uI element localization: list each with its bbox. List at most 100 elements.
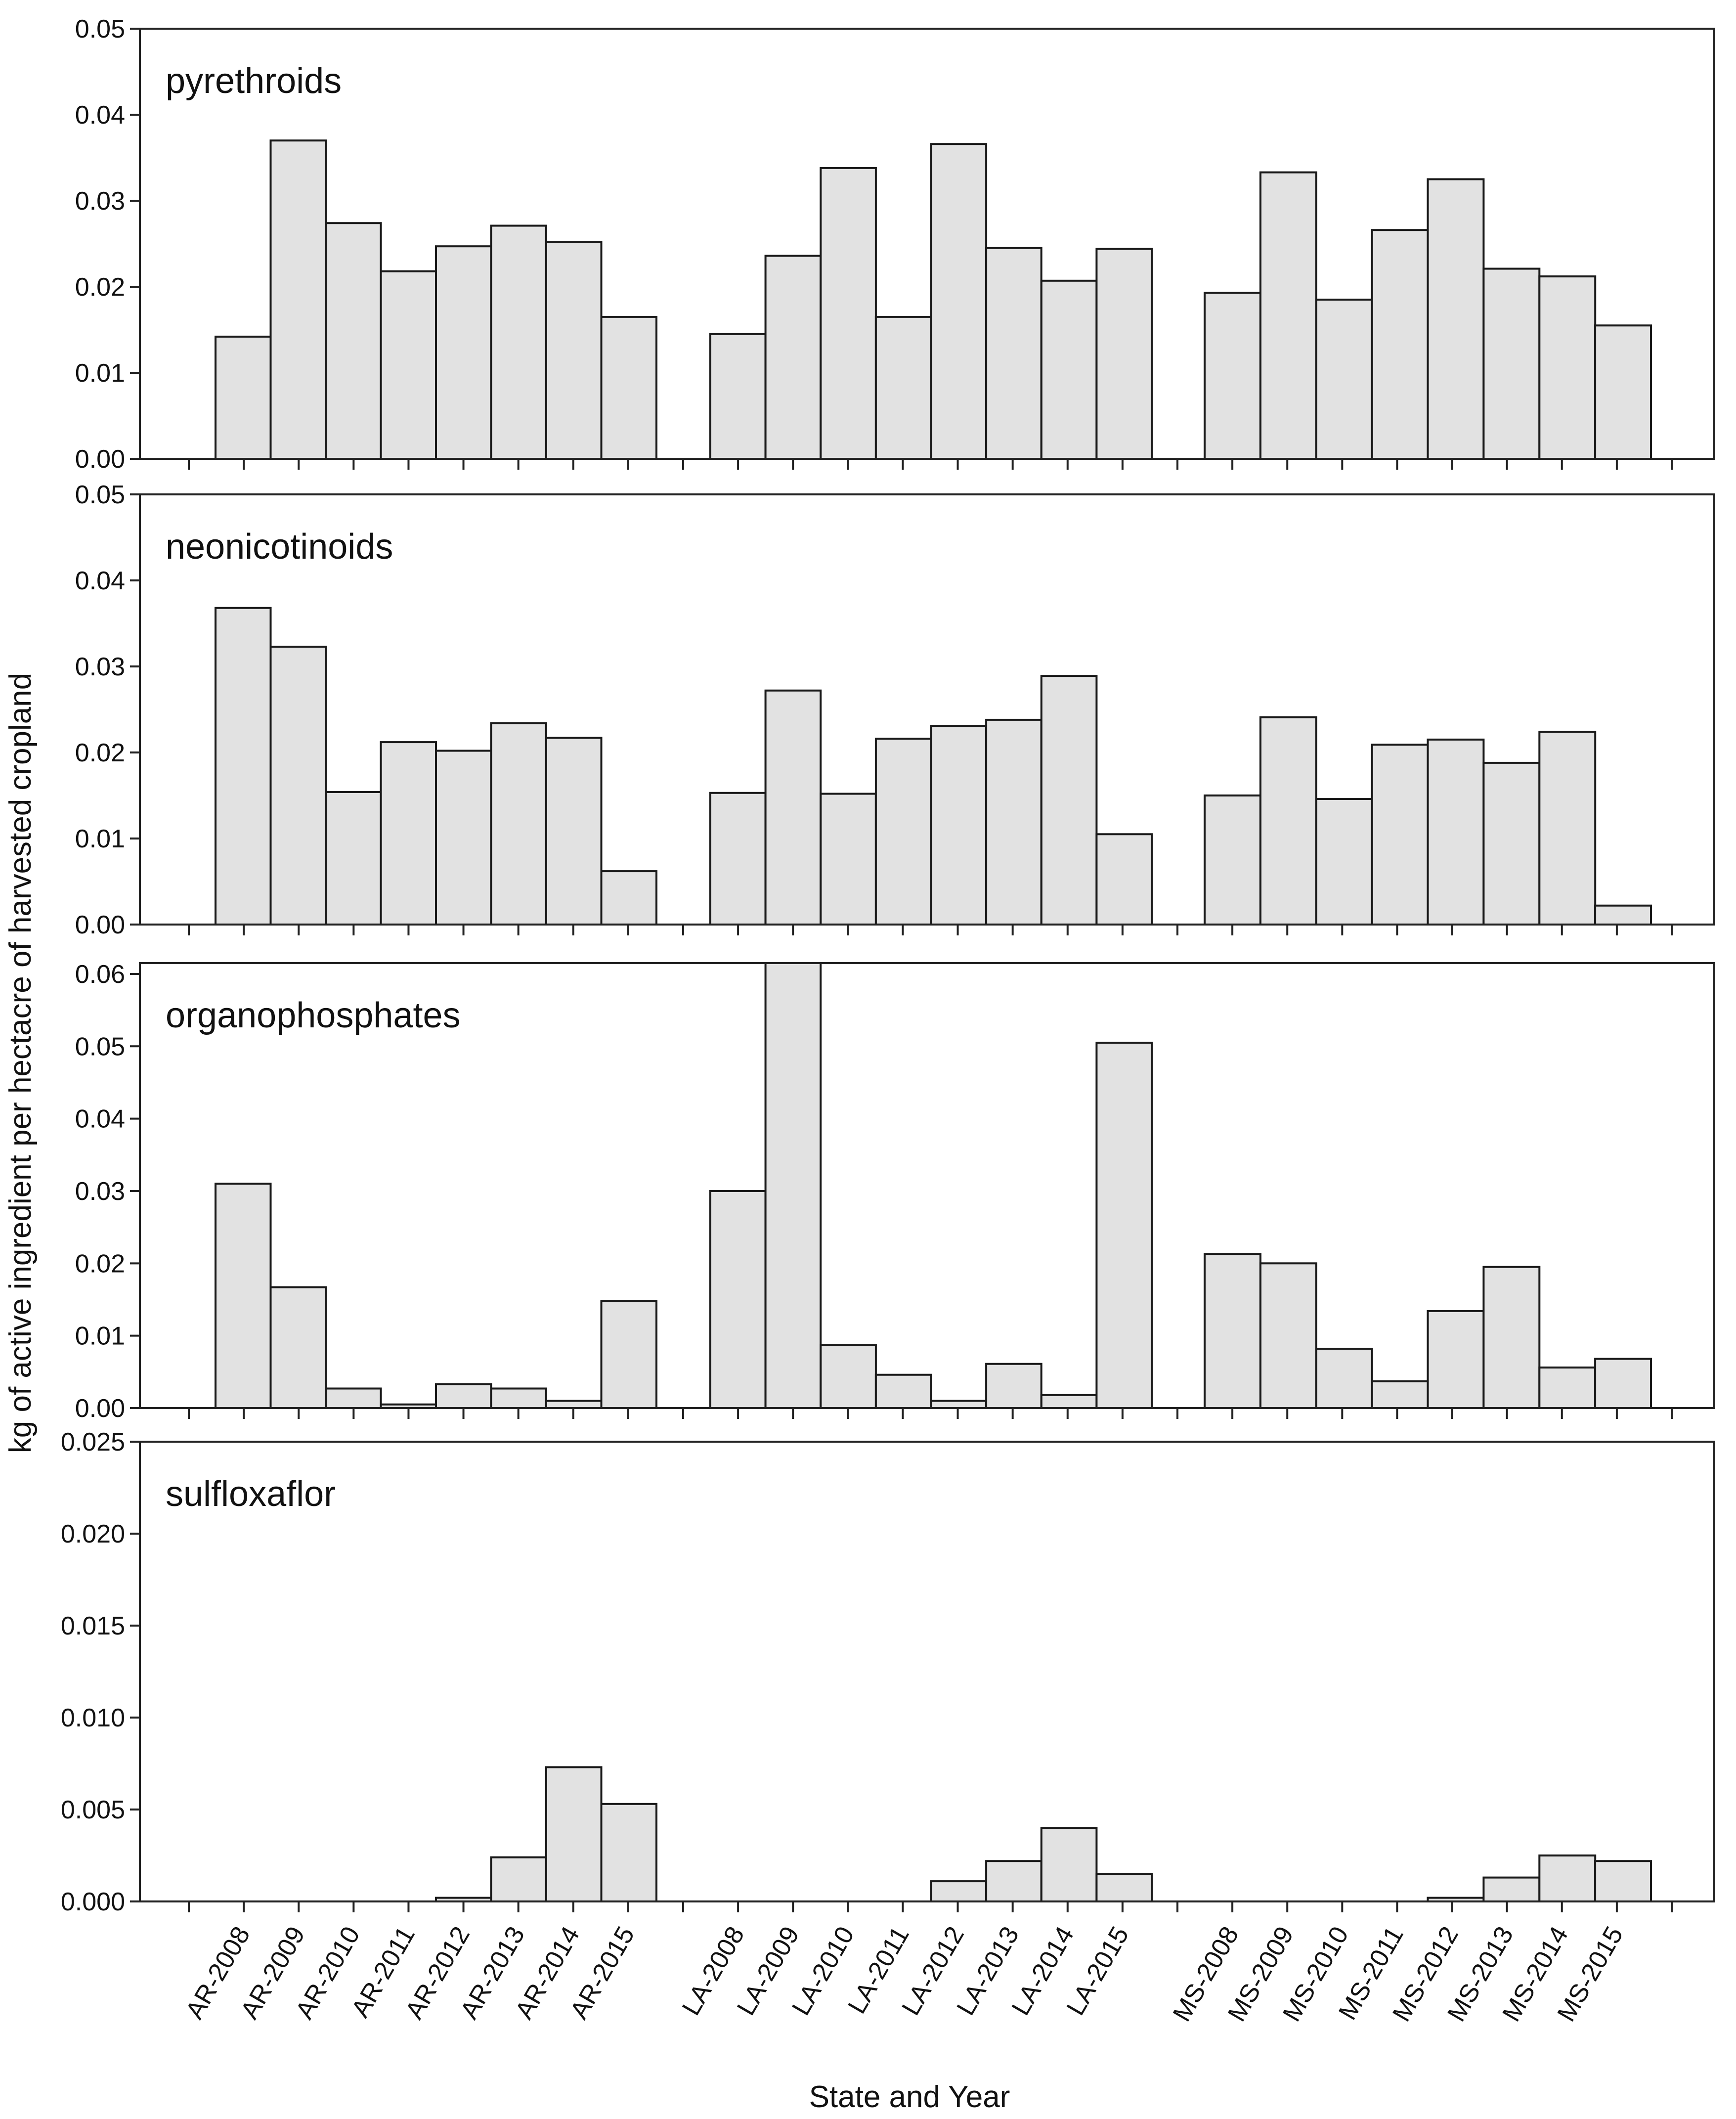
bar-pyrethroids-LA-2013 bbox=[985, 247, 1042, 460]
bar-organophosphates-MS-2010 bbox=[1315, 1348, 1373, 1409]
panels-group: 0.000.010.020.030.040.05pyrethroids0.000… bbox=[61, 15, 1715, 1916]
bar-neonicotinoids-AR-2010 bbox=[325, 791, 382, 926]
y-tick-label: 0.03 bbox=[75, 1177, 125, 1206]
bar-neonicotinoids-LA-2011 bbox=[874, 738, 932, 926]
bar-organophosphates-LA-2012 bbox=[930, 1400, 988, 1409]
bar-pyrethroids-MS-2009 bbox=[1259, 171, 1317, 460]
bar-pyrethroids-LA-2010 bbox=[820, 167, 877, 460]
y-axis-title: kg of active ingredient per hectacre of … bbox=[3, 673, 38, 1454]
y-tick-label: 0.000 bbox=[61, 1888, 125, 1916]
bar-organophosphates-AR-2012 bbox=[435, 1383, 492, 1409]
bar-pyrethroids-LA-2009 bbox=[764, 255, 822, 460]
bar-pyrethroids-MS-2010 bbox=[1315, 299, 1373, 460]
bar-organophosphates-AR-2014 bbox=[545, 1400, 603, 1409]
panel-neonicotinoids: 0.00 0.01 0.02 0.03 0.04 0.05 neonicotinoids bbox=[75, 481, 1715, 939]
bar-pyrethroids-MS-2014 bbox=[1538, 275, 1597, 460]
bar-pyrethroids-LA-2012 bbox=[930, 143, 988, 460]
bar-neonicotinoids-MS-2008 bbox=[1204, 795, 1261, 926]
panel-frame bbox=[139, 1441, 1715, 1902]
bar-neonicotinoids-MS-2014 bbox=[1538, 731, 1597, 926]
y-tick-label: 0.04 bbox=[75, 567, 125, 595]
y-tick-label: 0.02 bbox=[75, 1249, 125, 1278]
y-tick-label: 0.00 bbox=[75, 1394, 125, 1423]
bar-organophosphates-LA-2010 bbox=[820, 1344, 877, 1409]
panel-title: organophosphates bbox=[166, 996, 461, 1035]
bar-sulfloxaflor-LA-2014 bbox=[1040, 1827, 1098, 1902]
y-tick-label: 0.04 bbox=[75, 1105, 125, 1134]
bar-organophosphates-AR-2009 bbox=[269, 1286, 327, 1410]
bar-organophosphates-LA-2008 bbox=[709, 1190, 767, 1409]
y-tick-label: 0.04 bbox=[75, 101, 125, 130]
y-tick-label: 0.00 bbox=[75, 911, 125, 939]
bar-pyrethroids-MS-2015 bbox=[1594, 324, 1652, 460]
bar-organophosphates-AR-2010 bbox=[325, 1387, 382, 1409]
bar-organophosphates-LA-2009 bbox=[764, 962, 822, 1409]
bar-neonicotinoids-MS-2011 bbox=[1371, 744, 1429, 926]
bar-organophosphates-LA-2014 bbox=[1040, 1394, 1098, 1409]
panel-frame bbox=[139, 493, 1715, 926]
bar-neonicotinoids-AR-2015 bbox=[600, 870, 657, 926]
bar-neonicotinoids-AR-2013 bbox=[490, 722, 547, 926]
bar-pyrethroids-AR-2010 bbox=[325, 222, 382, 460]
bar-neonicotinoids-AR-2008 bbox=[215, 607, 272, 926]
bar-organophosphates-MS-2011 bbox=[1371, 1380, 1429, 1409]
bar-neonicotinoids-AR-2011 bbox=[380, 741, 437, 926]
bar-pyrethroids-MS-2012 bbox=[1427, 178, 1485, 460]
panel-sulfloxaflor: 0.000 0.005 0.010 0.015 0.020 0.025 sulfloxafl… bbox=[61, 1428, 1715, 1916]
y-tick-label: 0.005 bbox=[61, 1796, 125, 1824]
bar-sulfloxaflor-AR-2013 bbox=[490, 1856, 547, 1902]
bar-pyrethroids-MS-2013 bbox=[1482, 267, 1541, 460]
bar-neonicotinoids-LA-2014 bbox=[1040, 675, 1098, 926]
bar-organophosphates-AR-2013 bbox=[490, 1387, 547, 1409]
bar-organophosphates-LA-2015 bbox=[1095, 1042, 1153, 1409]
bar-organophosphates-AR-2015 bbox=[600, 1300, 657, 1409]
bar-organophosphates-AR-2008 bbox=[215, 1183, 272, 1410]
panel-frame bbox=[139, 962, 1715, 1409]
bar-sulfloxaflor-AR-2015 bbox=[600, 1803, 657, 1903]
bar-neonicotinoids-AR-2009 bbox=[269, 646, 327, 926]
y-tick-label: 0.02 bbox=[75, 273, 125, 302]
bar-pyrethroids-AR-2011 bbox=[380, 270, 437, 460]
panel-title: neonicotinoids bbox=[166, 527, 393, 567]
y-tick-label: 0.05 bbox=[75, 15, 125, 44]
bar-neonicotinoids-LA-2015 bbox=[1095, 833, 1153, 926]
bar-sulfloxaflor-LA-2015 bbox=[1095, 1873, 1153, 1902]
panel-pyrethroids: 0.00 0.01 0.02 0.03 0.04 0.05 pyrethroids bbox=[75, 15, 1715, 474]
y-tick-label: 0.020 bbox=[61, 1520, 125, 1548]
bar-organophosphates-MS-2012 bbox=[1427, 1310, 1485, 1409]
bar-sulfloxaflor-MS-2014 bbox=[1538, 1854, 1597, 1902]
y-tick-label: 0.01 bbox=[75, 359, 125, 388]
panel-title: pyrethroids bbox=[166, 61, 342, 101]
y-tick-label: 0.02 bbox=[75, 739, 125, 767]
y-tick-label: 0.03 bbox=[75, 187, 125, 216]
bar-neonicotinoids-MS-2009 bbox=[1259, 716, 1317, 926]
bar-neonicotinoids-LA-2012 bbox=[930, 725, 988, 926]
bar-pyrethroids-LA-2011 bbox=[874, 315, 932, 460]
y-tick-label: 0.010 bbox=[61, 1704, 125, 1732]
bar-neonicotinoids-LA-2009 bbox=[764, 689, 822, 926]
bar-organophosphates-MS-2014 bbox=[1538, 1367, 1597, 1409]
bar-neonicotinoids-MS-2013 bbox=[1482, 761, 1541, 926]
bar-pyrethroids-MS-2011 bbox=[1371, 229, 1429, 460]
bar-neonicotinoids-LA-2010 bbox=[820, 793, 877, 926]
bar-pyrethroids-LA-2015 bbox=[1095, 248, 1153, 460]
bar-neonicotinoids-MS-2012 bbox=[1427, 738, 1485, 926]
y-tick-label: 0.00 bbox=[75, 445, 125, 474]
bar-neonicotinoids-LA-2013 bbox=[985, 718, 1042, 926]
bar-neonicotinoids-LA-2008 bbox=[709, 792, 767, 926]
bar-sulfloxaflor-AR-2014 bbox=[545, 1766, 603, 1902]
panel-frame bbox=[139, 28, 1715, 460]
y-tick-label: 0.01 bbox=[75, 1322, 125, 1351]
bar-pyrethroids-AR-2013 bbox=[490, 224, 547, 460]
bar-neonicotinoids-MS-2010 bbox=[1315, 798, 1373, 926]
bar-organophosphates-MS-2015 bbox=[1594, 1358, 1652, 1409]
bar-organophosphates-MS-2008 bbox=[1204, 1253, 1261, 1410]
y-tick-label: 0.05 bbox=[75, 481, 125, 509]
bar-pyrethroids-AR-2012 bbox=[435, 245, 492, 460]
y-tick-label: 0.06 bbox=[75, 960, 125, 989]
bar-neonicotinoids-AR-2012 bbox=[435, 750, 492, 926]
y-tick-label: 0.03 bbox=[75, 653, 125, 681]
panel-organophosphates: 0.00 0.01 0.02 0.03 0.04 0.05 0.06 organophosph… bbox=[75, 960, 1715, 1423]
x-tick-labels: AR-2008AR-2009AR-2010AR-2011AR-2012AR-20… bbox=[180, 1922, 1629, 2027]
